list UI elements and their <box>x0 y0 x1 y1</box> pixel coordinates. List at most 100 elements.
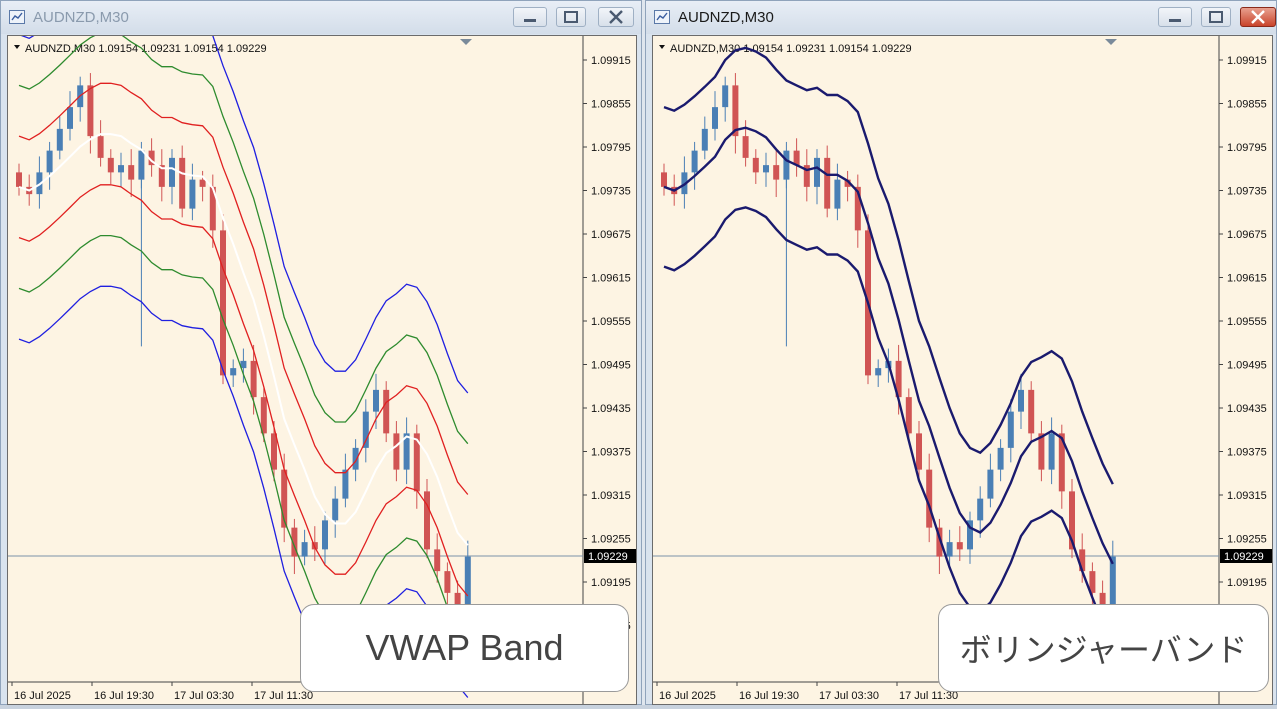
maximize-button[interactable] <box>1201 7 1231 27</box>
candle-body <box>169 157 175 187</box>
price-label: 1.09915 <box>1227 55 1267 67</box>
price-label: 1.09735 <box>1227 186 1267 198</box>
chart-window-vwap[interactable]: AUDNZD,M30 1.09915 1.09855 1.09795 1.09735 1… <box>0 0 642 705</box>
candle-body <box>854 186 861 231</box>
indicator-caption-vwap: VWAP Band <box>300 604 629 692</box>
candle-body <box>158 165 165 187</box>
candle-body <box>956 542 963 550</box>
minimize-icon <box>524 19 536 22</box>
price-label: 1.09555 <box>591 316 631 328</box>
candle-body <box>271 433 277 470</box>
window-title: AUDNZD,M30 <box>33 9 129 26</box>
candle-body <box>97 136 104 158</box>
candle-body <box>1007 411 1014 448</box>
status-strip <box>0 705 1277 709</box>
current-price-label: 1.09229 <box>1224 551 1264 563</box>
candle-body <box>1069 491 1075 550</box>
candle-body <box>352 447 359 470</box>
price-label: 1.09795 <box>1227 142 1267 154</box>
candle-body <box>56 128 63 151</box>
candle-body <box>987 469 994 499</box>
chart-app-icon <box>9 10 25 24</box>
candle-body <box>403 433 410 470</box>
time-label: 17 Jul 03:30 <box>174 690 234 702</box>
price-label: 1.09195 <box>591 577 631 589</box>
vwap-inner-band-upper <box>18 82 469 495</box>
candle-body <box>834 179 841 209</box>
chart-plot-area[interactable]: 1.09915 1.09855 1.09795 1.09735 1.09675 1.096… <box>7 35 637 705</box>
minimize-button[interactable] <box>1158 7 1192 27</box>
price-label: 1.09735 <box>591 186 631 198</box>
current-price-label: 1.09229 <box>588 551 628 563</box>
candle-body <box>895 360 902 398</box>
bollinger-upper-band <box>663 46 1114 485</box>
candle-body <box>1018 389 1024 412</box>
candle-body <box>342 469 349 499</box>
candle-body <box>332 498 339 521</box>
price-label: 1.09435 <box>1227 403 1267 415</box>
maximize-icon <box>1209 11 1223 23</box>
candle-body <box>107 157 114 173</box>
maximize-button[interactable] <box>556 7 586 27</box>
price-label: 1.09255 <box>591 534 631 546</box>
vwap-outer-band-upper <box>20 36 469 394</box>
candle-body <box>373 389 379 412</box>
candle-body <box>424 491 430 550</box>
scroll-marker-icon <box>1105 39 1117 45</box>
candle-body <box>875 368 882 376</box>
candle-body <box>230 368 237 376</box>
window-titlebar[interactable]: AUDNZD,M30 <box>646 1 1276 34</box>
candle-body <box>220 230 226 376</box>
candle-body <box>46 150 53 173</box>
close-icon <box>1251 10 1265 24</box>
candle-body <box>393 433 400 470</box>
window-titlebar[interactable]: AUDNZD,M30 <box>1 1 641 34</box>
close-button[interactable] <box>598 7 634 27</box>
close-button[interactable] <box>1240 7 1276 27</box>
time-label: 17 Jul 03:30 <box>819 690 879 702</box>
dropdown-triangle-icon <box>659 45 665 49</box>
time-label: 16 Jul 2025 <box>14 690 71 702</box>
candle-body <box>803 165 810 187</box>
chart-window-bollinger[interactable]: AUDNZD,M30 1.09915 1.09855 1.09795 1.09735 1… <box>645 0 1277 705</box>
candle-body <box>752 157 759 173</box>
price-label: 1.09915 <box>591 55 631 67</box>
candle-body <box>783 150 790 180</box>
chart-symbol-label: AUDNZD,M30 1.09154 1.09231 1.09154 1.092… <box>25 43 267 55</box>
vwap-center-line <box>18 133 469 546</box>
minimize-button[interactable] <box>513 7 547 27</box>
candle-body <box>464 556 471 622</box>
price-label: 1.09615 <box>591 273 631 285</box>
candle-body <box>773 165 780 180</box>
time-label: 17 Jul 11:30 <box>899 690 958 702</box>
candle-body <box>1079 549 1086 572</box>
candle-body <box>67 107 73 129</box>
vwap-outer-band-lower <box>18 285 469 698</box>
price-label: 1.09495 <box>591 360 631 372</box>
chart-app-icon <box>654 10 670 24</box>
price-label: 1.09195 <box>1227 577 1267 589</box>
candle-body <box>701 128 708 151</box>
candle-body <box>661 172 667 187</box>
price-label: 1.09855 <box>591 99 631 111</box>
vwap-inner-band-lower <box>18 184 469 597</box>
candle-body <box>926 469 933 528</box>
candle-body <box>722 85 729 108</box>
bollinger-lower-band <box>663 206 1114 645</box>
vwap-middle-band-lower <box>18 234 469 648</box>
candle-body <box>814 157 820 187</box>
chart-symbol-label: AUDNZD,M30 1.09154 1.09231 1.09154 1.092… <box>670 43 912 55</box>
price-label: 1.09555 <box>1227 316 1267 328</box>
candle-body <box>916 433 922 470</box>
candle-body <box>87 85 94 137</box>
candle-body <box>118 165 124 173</box>
candle-body <box>260 397 267 434</box>
price-label: 1.09315 <box>591 490 631 502</box>
candle-body <box>946 542 953 557</box>
time-label: 17 Jul 11:30 <box>254 690 313 702</box>
candle-body <box>1028 389 1035 434</box>
minimize-icon <box>1169 19 1181 22</box>
price-label: 1.09495 <box>1227 360 1267 372</box>
candle-body <box>250 360 257 398</box>
price-label: 1.09795 <box>591 142 631 154</box>
